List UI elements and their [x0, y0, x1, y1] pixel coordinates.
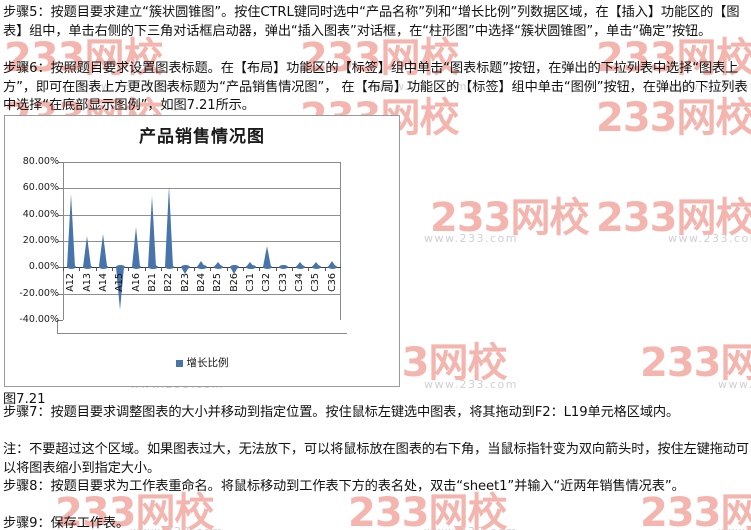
y-tickmark: [58, 214, 63, 216]
data-cone: [66, 193, 75, 267]
figure-caption: 图7.21: [3, 392, 46, 407]
cone-base: [148, 265, 158, 270]
data-cone: [246, 262, 255, 268]
data-cone: [197, 260, 206, 267]
y-tick-label: 20.00%: [22, 235, 59, 246]
x-tickmark: [308, 267, 310, 272]
data-cone: [131, 226, 140, 267]
y-tickmark: [58, 162, 63, 163]
cone-base: [115, 265, 125, 270]
x-tickmark: [324, 267, 326, 272]
data-cone: [164, 185, 173, 267]
x-tickmark: [63, 267, 64, 272]
paragraph-step6: 步骤6：按照题目要求设置图表标题。在【布局】功能区的【标签】组中单击“图表标题”…: [3, 61, 748, 114]
chart-figure: 产品销售情况图 80.00% 60.00% 40.00% 20.00% 0.00% -20…: [4, 115, 400, 387]
x-tickmark: [95, 267, 97, 272]
cone-base: [131, 265, 142, 270]
data-cone: [230, 267, 239, 275]
plot-floor: [57, 320, 347, 334]
cone-base: [213, 265, 223, 270]
cone-base: [197, 265, 207, 270]
y-tick-label: -40.00%: [19, 314, 59, 325]
paragraph-step8: 步骤8：按题目要求为工作表重命名。将鼠标移动到工作表下方的表名处，双击“shee…: [3, 479, 685, 494]
gridline: [63, 214, 341, 216]
y-tickmark: [58, 293, 63, 295]
cone-base: [66, 265, 76, 270]
gridline: [63, 293, 341, 295]
cone-base: [328, 265, 338, 270]
cone-base: [164, 265, 174, 270]
gridline: [63, 241, 341, 242]
x-tickmark: [226, 267, 228, 272]
x-tickmark: [275, 267, 277, 272]
data-cone: [148, 196, 157, 268]
data-cone: [295, 262, 304, 268]
data-cone: [262, 246, 271, 268]
cone-base: [230, 265, 240, 270]
cone-base: [181, 265, 191, 270]
cone-base: [279, 265, 289, 270]
data-cone: [99, 234, 108, 267]
legend-swatch-icon: [175, 360, 183, 367]
data-cone: [181, 267, 190, 275]
x-tickmark: [79, 267, 81, 272]
cone-base: [295, 265, 305, 270]
y-tickmark: [58, 241, 63, 242]
paragraph-note: 注：不要超过这个区域。如果图表过大，无法放下，可以将鼠标放在图表的右下角，当鼠标…: [3, 442, 749, 476]
data-cone: [115, 267, 124, 311]
paragraph-step9: 步骤9：保存工作表。: [3, 516, 130, 530]
x-tickmark: [128, 267, 130, 272]
chart-plot-area: 80.00% 60.00% 40.00% 20.00% 0.00% -20.00% -40.…: [5, 154, 399, 354]
cone-base: [99, 265, 109, 270]
paragraph-step5: 步骤5：按题目要求建立“簇状圆锥图”。按住CTRL键同时选中“产品名称”列和“增…: [3, 5, 740, 39]
y-tick-label: 0.00%: [28, 261, 59, 273]
chart-legend: 增长比例: [5, 355, 399, 370]
x-tickmark: [177, 267, 179, 272]
cone-base: [246, 265, 256, 270]
data-cone: [328, 260, 337, 267]
data-cone: [82, 235, 91, 267]
y-tick-label: 80.00%: [22, 156, 59, 167]
x-tickmark: [210, 267, 212, 272]
cone-base: [262, 265, 272, 270]
cone-base: [82, 265, 93, 270]
x-tickmark: [161, 267, 163, 272]
x-tickmark: [144, 267, 146, 272]
data-cone: [213, 262, 222, 268]
y-tick-label: 60.00%: [22, 182, 59, 194]
x-tickmark: [291, 267, 293, 272]
y-tickmark: [58, 188, 63, 190]
y-tick-label: -20.00%: [19, 287, 59, 299]
x-tickmark: [193, 267, 195, 272]
x-tickmark: [112, 267, 114, 272]
gridline: [63, 188, 341, 190]
y-tickmark: [58, 267, 63, 269]
paragraph-step7: 步骤7：按题目要求调整图表的大小并移动到指定位置。按住鼠标左键选中图表，将其拖动…: [3, 405, 680, 420]
cone-base: [311, 265, 322, 270]
y-tick-label: 40.00%: [22, 208, 59, 220]
chart-title: 产品销售情况图: [139, 127, 265, 147]
data-cone: [311, 262, 320, 268]
legend-label: 增长比例: [186, 357, 229, 369]
y-tickmark: [58, 320, 63, 321]
x-tickmark: [259, 267, 261, 272]
x-tickmark: [242, 267, 244, 272]
